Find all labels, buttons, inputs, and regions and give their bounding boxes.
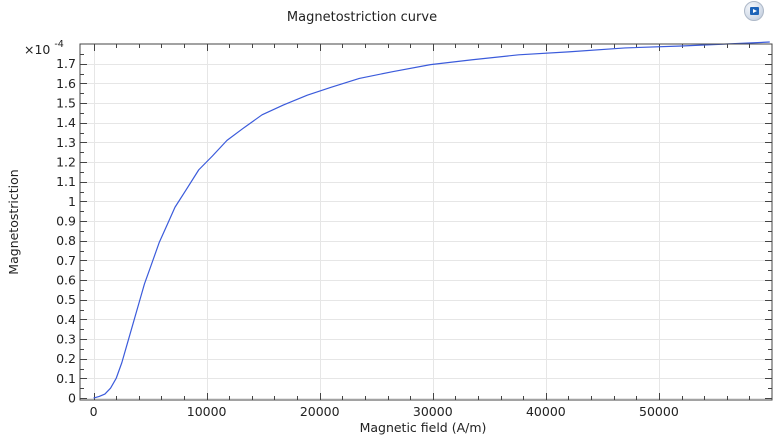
y-tick-label: 0.4: [56, 312, 76, 327]
axis-ticks: [80, 44, 772, 400]
x-tick-label: 0: [90, 404, 98, 419]
x-axis-label: Magnetic field (A/m): [360, 420, 487, 435]
y-tick-label: 0.2: [56, 351, 76, 366]
series-line-0: [93, 41, 770, 399]
x-tick-labels: 0 10000 20000 30000 40000 50000: [90, 404, 679, 419]
y-tick-label: 0.8: [56, 233, 76, 248]
y-tick-label: 0.5: [56, 292, 76, 307]
y-multiplier-base: ×10: [24, 42, 50, 57]
y-tick-label: 0: [68, 391, 76, 406]
y-multiplier-exponent: -4: [54, 39, 63, 50]
y-tick-label: 1.5: [56, 96, 76, 111]
y-tick-label: 1.7: [56, 56, 76, 71]
x-tick-label: 20000: [300, 404, 340, 419]
app-logo-notch: [753, 9, 757, 13]
y-tick-label: 0.3: [56, 332, 76, 347]
y-tick-label: 0.7: [56, 253, 76, 268]
x-tick-label: 30000: [413, 404, 453, 419]
app-logo-icon[interactable]: [744, 1, 764, 21]
plot-area-frame: [79, 43, 773, 401]
y-tick-label: 0.9: [56, 214, 76, 229]
y-tick-label: 0.1: [56, 371, 76, 386]
y-tick-labels: 0 0.1 0.2 0.3 0.4 0.5 0.6 0.7 0.8 0.9 1 1.1 1.2 1.3 1.…: [56, 56, 76, 405]
y-axis-multiplier: ×10 -4: [24, 39, 64, 57]
x-tick-label: 50000: [639, 404, 679, 419]
y-tick-label: 1.3: [56, 135, 76, 150]
x-tick-label: 10000: [187, 404, 227, 419]
y-tick-label: 1.6: [56, 76, 76, 91]
x-tick-label: 40000: [526, 404, 566, 419]
y-tick-label: 1.2: [56, 155, 76, 170]
y-tick-label: 1.4: [56, 115, 76, 130]
grid-lines: [80, 44, 772, 400]
chart-title: Magnetostriction curve: [287, 10, 437, 25]
series-layer: [93, 41, 770, 399]
y-tick-label: 0.6: [56, 273, 76, 288]
y-axis-label: Magnetostriction: [6, 169, 21, 274]
y-tick-label: 1: [68, 194, 76, 209]
y-tick-label: 1.1: [56, 174, 76, 189]
